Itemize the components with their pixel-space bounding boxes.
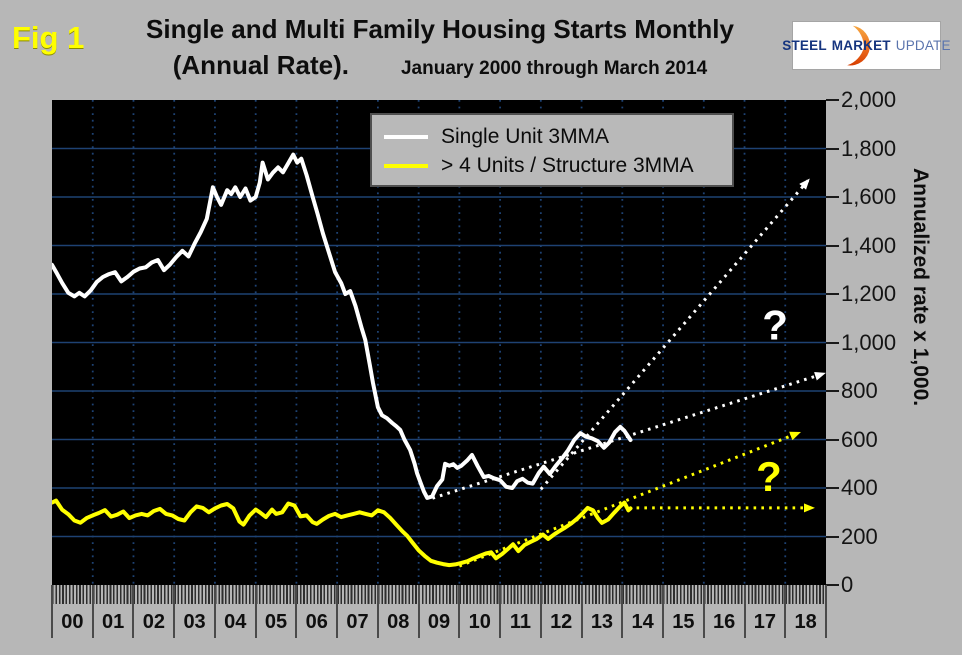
y-axis-tick — [826, 341, 839, 344]
logo-word-market: MARKET — [831, 38, 891, 53]
x-axis-year-separator — [173, 585, 176, 638]
y-axis-tick — [826, 390, 839, 392]
single-unit-steep-projection-arrow — [539, 178, 810, 491]
chart-subtitle-row: (Annual Rate). January 2000 through Marc… — [95, 50, 785, 81]
y-axis-tick — [826, 147, 839, 150]
x-axis-year-separator — [499, 585, 502, 638]
series-line-single-unit — [50, 152, 633, 500]
x-axis-year-label: 07 — [346, 611, 369, 633]
x-axis-year-separator — [621, 585, 624, 638]
date-range-label: January 2000 through March 2014 — [400, 58, 708, 79]
y-axis-tick-label: 0 — [841, 572, 854, 597]
figure-number-label: Fig 1 — [12, 20, 85, 55]
legend-label-single-unit: Single Unit 3MMA — [441, 124, 610, 148]
y-axis-tick-label: 800 — [841, 378, 878, 403]
x-axis-year-label: 02 — [142, 611, 165, 633]
legend-label-multi-unit: > 4 Units / Structure 3MMA — [441, 153, 694, 177]
y-axis-tick-label: 1,400 — [841, 232, 897, 258]
x-axis-year-separator — [539, 585, 542, 638]
multi-unit-line-swatch — [384, 163, 428, 168]
x-axis-year-separator — [51, 585, 53, 638]
x-axis-year-label: 00 — [61, 611, 84, 633]
steel-market-update-logo: STEEL MARKET UPDATE — [782, 22, 951, 69]
legend-item-multi-unit: > 4 Units / Structure 3MMA — [384, 151, 732, 180]
x-axis-year-label: 11 — [509, 611, 532, 633]
question-mark-annotation-yellow: ? — [756, 453, 782, 500]
logo-word-update: UPDATE — [895, 38, 951, 53]
y-axis-tick — [826, 584, 839, 586]
x-axis-year-label: 03 — [183, 611, 206, 633]
y-axis-title: Annualized rate x 1,000. — [909, 168, 932, 407]
x-axis-monthly-tick-band — [52, 585, 826, 604]
x-axis-year-separator — [417, 585, 420, 638]
x-axis-year-label: 12 — [550, 611, 573, 633]
y-axis-tick — [826, 438, 839, 441]
y-axis-tick-label: 1,000 — [841, 329, 897, 355]
legend-box: Single Unit 3MMA > 4 Units / Structure 3… — [370, 113, 734, 187]
y-axis-tick-label: 1,600 — [841, 184, 897, 209]
x-axis-year-label: 08 — [387, 611, 410, 633]
x-axis-year-label: 05 — [264, 611, 288, 633]
x-axis-year-separator — [295, 585, 298, 638]
x-axis-year-label: 16 — [713, 611, 736, 633]
x-axis-year-separator — [580, 585, 583, 638]
x-axis-year-label: 15 — [672, 611, 695, 633]
x-axis-year-separator — [91, 585, 94, 638]
x-axis-year-label: 06 — [305, 611, 328, 633]
x-axis-year-separator — [662, 585, 665, 638]
x-axis-year-label: 18 — [794, 611, 817, 633]
x-axis-year-label: 13 — [590, 611, 614, 633]
question-mark-annotation-white: ? — [762, 302, 788, 349]
x-axis-year-label: 17 — [753, 611, 776, 633]
x-axis-year-separator — [784, 585, 787, 638]
y-axis-tick — [826, 293, 839, 295]
y-axis-tick-label: 600 — [841, 426, 878, 452]
chart-title-line2: (Annual Rate). — [172, 50, 349, 80]
logo-crescent-icon — [847, 25, 870, 66]
y-axis-tick — [826, 535, 839, 538]
legend-item-single-unit: Single Unit 3MMA — [384, 122, 732, 151]
x-axis-year-separator — [376, 585, 379, 638]
y-axis-tick — [826, 196, 839, 198]
x-axis-year-separator — [213, 585, 216, 638]
chart-title: Single and Multi Family Housing Starts M… — [146, 14, 734, 44]
x-axis-year-label: 04 — [224, 611, 247, 633]
y-axis-tick — [826, 99, 839, 101]
y-axis-tick-label: 400 — [841, 475, 878, 500]
x-axis-year-separator — [336, 585, 339, 638]
x-axis-year-separator — [458, 585, 461, 638]
multi-unit-rising-projection-arrow — [458, 431, 801, 568]
y-axis-tick-label: 1,200 — [841, 281, 897, 306]
header: Single and Multi Family Housing Starts M… — [95, 14, 785, 81]
series-line-multi-unit — [50, 498, 633, 568]
y-axis-tick-label: 2,000 — [841, 87, 897, 112]
y-axis-tick — [826, 487, 839, 489]
x-axis-year-separator — [743, 585, 746, 638]
x-axis-year-separator — [825, 585, 827, 638]
x-axis-year-separator — [254, 585, 257, 638]
y-axis-tick-label: 200 — [841, 523, 878, 549]
y-axis-tick-label: 1,800 — [841, 135, 897, 161]
x-axis-year-label: 09 — [427, 611, 451, 633]
logo-word-steel: STEEL — [782, 38, 827, 53]
x-axis-year-label: 01 — [101, 611, 125, 633]
x-axis-year-separator — [132, 585, 135, 638]
x-axis-year-label: 10 — [468, 611, 491, 633]
logo-text: STEEL MARKET UPDATE — [782, 22, 950, 69]
x-axis-year-separator — [702, 585, 705, 638]
y-axis-tick — [826, 244, 839, 247]
x-axis-year-label: 14 — [631, 611, 654, 633]
single-unit-line-swatch — [384, 134, 428, 139]
